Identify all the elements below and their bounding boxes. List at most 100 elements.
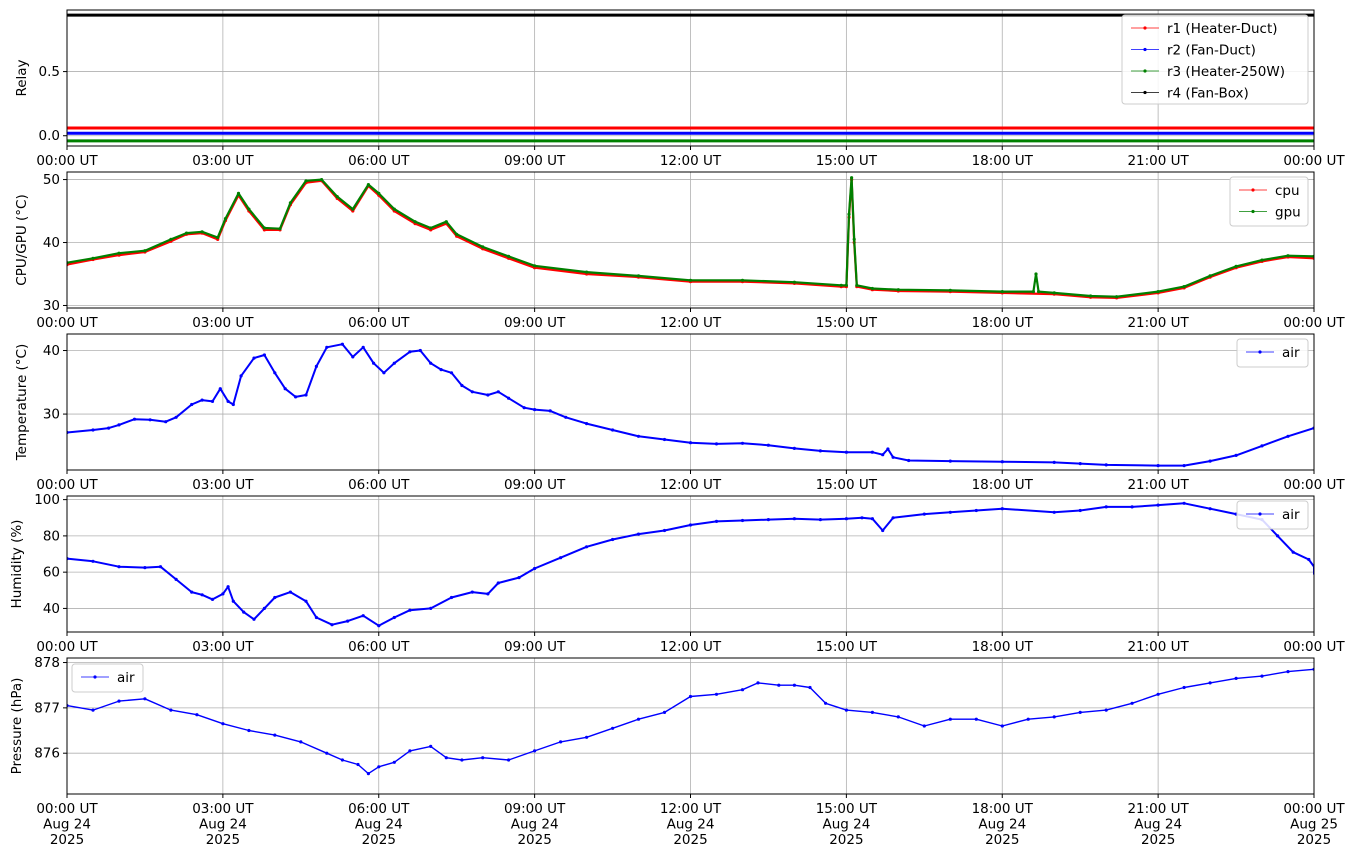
- data-point-cpugpu-1-19: [377, 191, 381, 195]
- data-point-humidity-0-12: [242, 610, 246, 614]
- data-point-pressure-0-16: [408, 749, 412, 753]
- data-point-humidity-0-36: [662, 528, 667, 533]
- data-point-cpugpu-1-39: [870, 286, 875, 291]
- xtick-label-temperature-6: 18:00 UT: [972, 477, 1034, 493]
- data-point-temperature-0-32: [439, 368, 443, 372]
- xtick-label-pressure-3: 09:00 UT Aug 24 2025: [504, 801, 566, 848]
- data-point-temperature-0-12: [226, 399, 230, 403]
- data-point-cpugpu-1-31: [740, 278, 745, 282]
- data-point-humidity-0-57: [1182, 501, 1186, 505]
- data-point-humidity-0-17: [304, 599, 308, 603]
- data-point-pressure-0-5: [195, 713, 199, 717]
- xtick-label-relay-2: 06:00 UT: [348, 153, 410, 169]
- data-point-temperature-0-5: [148, 418, 152, 422]
- data-point-humidity-0-16: [288, 590, 292, 594]
- data-point-cpugpu-1-4: [169, 237, 173, 241]
- legend-box-humidity: [1236, 500, 1309, 530]
- data-point-cpugpu-1-45: [1037, 290, 1041, 294]
- data-point-pressure-0-11: [340, 758, 344, 762]
- xtick-label-temperature-7: 21:00 UT: [1127, 477, 1189, 493]
- panel-cpugpu: 30 40 50 00:00 UT 03:00 UT 06:00 UT 09:00 UT 12…: [14, 171, 1345, 331]
- xtick-label-humidity-4: 12:00 UT: [660, 639, 722, 655]
- data-point-humidity-0-49: [948, 510, 952, 514]
- data-point-temperature-0-59: [948, 459, 952, 463]
- data-point-temperature-0-30: [418, 348, 422, 353]
- data-point-cpugpu-1-20: [392, 207, 396, 211]
- data-point-temperature-0-39: [522, 406, 526, 410]
- ytick-label-cpugpu-0: 30: [43, 298, 60, 314]
- legend-label-cpugpu-0: cpu: [1275, 183, 1300, 199]
- data-point-humidity-0-3: [143, 566, 147, 570]
- legend-label-relay-1: r2 (Fan-Duct): [1167, 42, 1256, 58]
- legend-label-relay-0: r1 (Heater-Duct): [1167, 21, 1278, 37]
- legend-temperature: air: [1236, 338, 1309, 368]
- ytick-label-pressure-1: 877: [34, 700, 60, 716]
- data-point-cpugpu-1-32: [792, 280, 797, 284]
- data-point-humidity-0-10: [226, 585, 230, 589]
- data-point-humidity-0-53: [1078, 508, 1082, 513]
- data-point-pressure-0-19: [460, 758, 464, 762]
- data-point-humidity-0-54: [1104, 505, 1108, 509]
- data-point-humidity-0-2: [117, 565, 121, 569]
- legend-marker-pressure-0: [93, 675, 97, 679]
- data-point-temperature-0-60: [1000, 460, 1004, 464]
- data-point-pressure-0-30: [740, 688, 745, 692]
- data-point-pressure-0-29: [714, 692, 719, 696]
- data-point-cpugpu-1-41: [948, 288, 952, 292]
- data-point-pressure-0-37: [870, 710, 875, 715]
- data-point-humidity-0-22: [377, 624, 381, 628]
- data-point-temperature-0-25: [361, 345, 365, 349]
- data-point-cpugpu-1-37: [852, 237, 856, 241]
- xtick-label-temperature-2: 06:00 UT: [348, 477, 410, 493]
- data-point-temperature-0-8: [190, 402, 194, 407]
- data-point-cpugpu-1-18: [366, 183, 370, 187]
- xtick-label-relay-0: 00:00 UT: [36, 153, 98, 169]
- ytick-label-relay-0: 0.0: [39, 128, 60, 144]
- ytick-label-cpugpu-2: 50: [43, 172, 60, 188]
- data-point-temperature-0-53: [844, 450, 849, 454]
- data-point-pressure-0-15: [392, 760, 396, 764]
- data-point-temperature-0-64: [1156, 464, 1160, 468]
- data-point-temperature-0-63: [1104, 463, 1108, 467]
- data-point-temperature-0-43: [585, 422, 589, 426]
- data-point-pressure-0-28: [688, 694, 693, 699]
- data-point-temperature-0-40: [533, 408, 537, 412]
- data-point-temperature-0-57: [891, 455, 895, 459]
- data-point-humidity-0-43: [844, 517, 849, 521]
- xtick-label-temperature-8: 00:00 UT: [1283, 477, 1345, 493]
- data-point-cpugpu-1-12: [278, 227, 282, 231]
- data-point-temperature-0-67: [1234, 453, 1238, 457]
- ylabel-relay: Relay: [14, 59, 30, 96]
- data-point-pressure-0-53: [1286, 670, 1290, 674]
- xtick-label-cpugpu-2: 06:00 UT: [348, 315, 410, 331]
- data-point-humidity-0-30: [517, 576, 521, 580]
- data-point-pressure-0-41: [974, 717, 978, 721]
- data-point-humidity-0-19: [330, 623, 334, 627]
- ytick-label-humidity-1: 60: [43, 565, 60, 581]
- xtick-label-pressure-5: 15:00 UT Aug 24 2025: [816, 801, 878, 848]
- data-point-pressure-0-24: [585, 735, 589, 739]
- data-point-temperature-0-56: [886, 447, 890, 451]
- data-point-cpugpu-1-27: [533, 264, 537, 268]
- legend-box-cpugpu: [1229, 176, 1309, 227]
- data-point-humidity-0-29: [496, 581, 500, 585]
- data-point-humidity-0-34: [611, 537, 615, 542]
- data-point-cpugpu-1-44: [1034, 272, 1038, 276]
- data-point-temperature-0-14: [239, 374, 243, 378]
- data-point-temperature-0-15: [252, 356, 256, 360]
- data-point-temperature-0-41: [548, 409, 552, 413]
- data-point-humidity-0-63: [1307, 557, 1311, 562]
- data-point-pressure-0-52: [1260, 674, 1264, 678]
- legend-label-cpugpu-1: gpu: [1275, 204, 1301, 220]
- data-point-pressure-0-25: [611, 726, 615, 730]
- ytick-label-humidity-3: 100: [34, 492, 60, 508]
- legend-marker-temperature-0: [1258, 350, 1262, 354]
- data-point-temperature-0-49: [740, 441, 745, 445]
- data-point-pressure-0-20: [481, 756, 485, 760]
- data-point-pressure-0-14: [377, 765, 381, 769]
- legend-pressure: air: [71, 663, 144, 693]
- data-point-temperature-0-35: [470, 390, 474, 394]
- data-point-pressure-0-1: [91, 708, 95, 712]
- data-point-pressure-0-47: [1130, 701, 1134, 705]
- xtick-label-humidity-5: 15:00 UT: [816, 639, 878, 655]
